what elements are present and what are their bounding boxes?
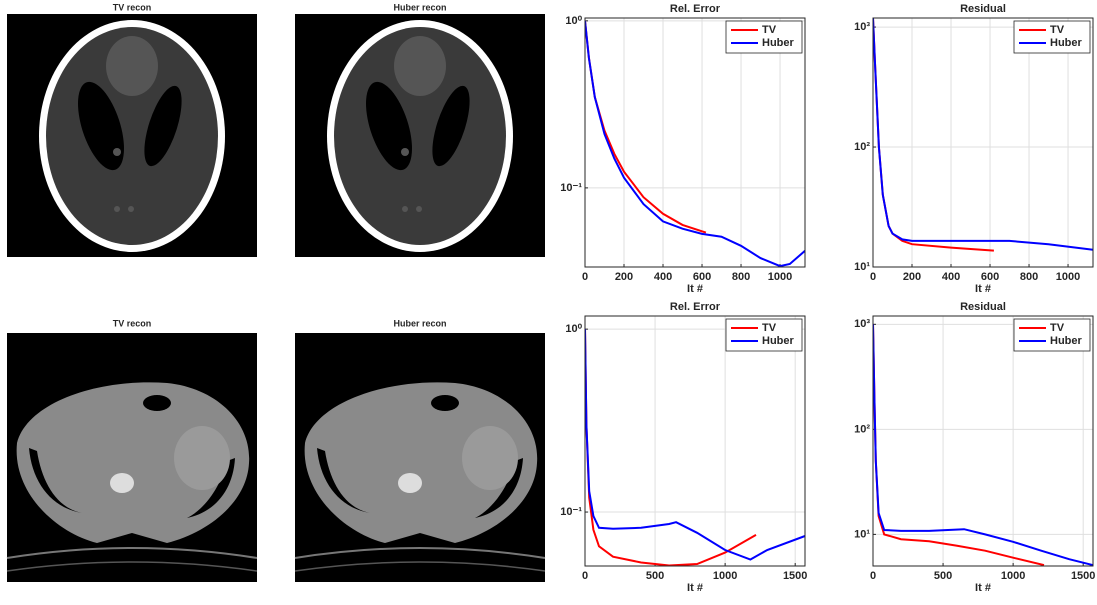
legend-box [725,318,803,352]
x-tick-label: 1500 [783,570,807,582]
x-tick-label: 1000 [1001,570,1025,582]
image-title: Huber recon [393,2,446,12]
image-title: Huber recon [393,318,446,328]
line [873,324,1093,566]
x-tick-label: 800 [732,271,750,283]
x-tick-label: 400 [942,271,960,283]
huber-image [295,14,545,257]
x-tick-label: 1500 [1071,570,1095,582]
y-tick-label: 10⁰ [565,15,582,27]
axes-box [872,315,1094,567]
legend-label: TV [762,24,777,36]
y-tick-label: 10⁻¹ [560,182,582,194]
legend-label: TV [1050,24,1065,36]
x-tick-label: 0 [870,570,876,582]
plot-area [873,18,1093,267]
y-tick-label: 10¹ [854,528,870,540]
plot-area [873,316,1093,566]
chart-title: Residual [960,3,1006,15]
x-tick-label: 600 [693,271,711,283]
x-tick-label: 600 [981,271,999,283]
tv-image [7,14,257,257]
legend-label: Huber [1050,335,1083,347]
x-tick-label: 200 [903,271,921,283]
y-tick-label: 10⁰ [565,323,582,335]
legend-box [1013,318,1091,352]
legend-label: Huber [762,37,795,49]
x-tick-label: 400 [654,271,672,283]
legend-label: TV [1050,322,1065,334]
x-tick-label: 1000 [1056,271,1080,283]
y-tick-label: 10² [854,141,870,153]
axes-box [584,315,806,567]
x-tick-label: 200 [615,271,633,283]
image-title: TV recon [113,318,152,328]
axes-box [872,17,1094,268]
tv-image [6,332,258,583]
y-tick-label: 10³ [854,21,870,33]
x-axis-label: It # [975,283,991,295]
x-tick-label: 0 [870,271,876,283]
image-title: TV recon [113,2,152,12]
x-axis-label: It # [975,582,991,594]
x-tick-label: 0 [582,570,588,582]
huber-image [294,332,546,583]
y-tick-label: 10⁻¹ [560,506,582,518]
line [585,20,805,267]
x-tick-label: 500 [934,570,952,582]
chart-title: Rel. Error [670,301,721,313]
chart-title: Residual [960,301,1006,313]
plot-area [585,316,805,566]
legend-label: Huber [762,335,795,347]
x-tick-label: 500 [646,570,664,582]
y-tick-label: 10¹ [854,261,870,273]
x-tick-label: 0 [582,271,588,283]
line [873,18,1093,251]
legend-label: Huber [1050,37,1083,49]
legend-box [1013,20,1091,54]
x-axis-label: It # [687,283,703,295]
x-axis-label: It # [687,582,703,594]
legend-box [725,20,803,54]
legend-label: TV [762,322,777,334]
chart: 0 200 400 600 800 1000 10¹ 10² 10³ Residual It # TV… [854,3,1094,295]
y-tick-label: 10² [854,423,870,435]
chart: 0 200 400 600 800 1000 10⁻¹ 10⁰ Rel. Error It # TV… [560,3,806,295]
chart-title: Rel. Error [670,3,721,15]
axes-box [584,17,806,268]
plot-area [585,18,805,267]
y-tick-label: 10³ [854,318,870,330]
x-tick-label: 1000 [713,570,737,582]
line [585,329,805,561]
x-tick-label: 800 [1020,271,1038,283]
x-tick-label: 1000 [768,271,792,283]
